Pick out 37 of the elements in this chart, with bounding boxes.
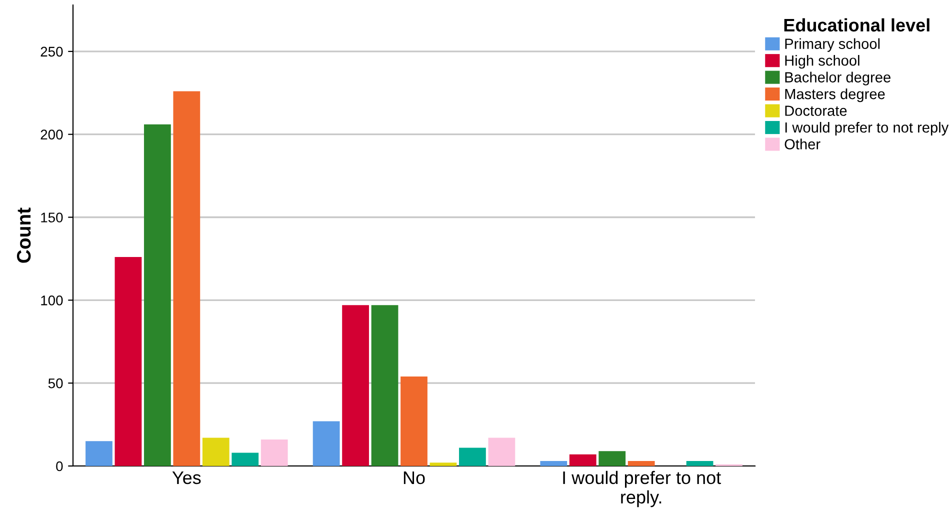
bar [430,462,457,466]
bar [202,438,230,466]
bar [173,91,200,466]
bar [312,421,340,466]
legend-label: Primary school [785,38,880,52]
y-axis-title: Count [16,208,31,263]
bar [569,454,596,466]
y-tick-label: 0 [56,461,63,472]
bar [488,438,516,466]
x-tick-label: No [404,472,425,484]
bar [260,439,288,466]
y-tick-label: 100 [41,296,63,306]
bar [342,305,369,466]
x-tick-label: Yes [172,472,201,484]
legend-label: I would prefer to not reply [785,122,949,136]
y-tick-label: 50 [48,378,63,388]
bar [686,461,714,466]
legend-label: High school [785,55,860,69]
bar [400,376,428,466]
bar [86,441,112,466]
y-tick-label: 200 [40,130,63,140]
bar [144,124,171,466]
bar [628,461,655,466]
x-tick-label: I would prefer to not reply. [563,470,721,508]
bar [459,448,486,466]
bar [598,451,626,466]
y-tick-label: 150 [41,212,63,222]
legend-label: Masters degree [785,88,885,102]
y-tick-label: 250 [40,46,63,57]
legend-label: Other [784,138,820,150]
legend-label: Bachelor degree [785,72,890,86]
bar [232,452,259,466]
bar [114,257,142,466]
bar [540,461,568,466]
legend-title: Educational level [784,18,930,32]
bar [371,305,398,466]
legend-label: Doctorate [785,106,847,116]
